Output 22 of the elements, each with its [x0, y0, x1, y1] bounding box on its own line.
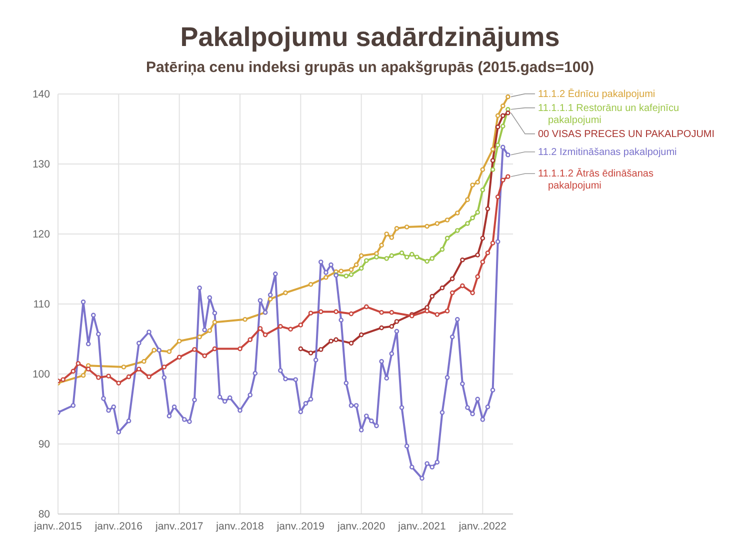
- text: 11.1.1.1 Restorānu un kafejnīcu pakalpojumi: [538, 102, 680, 126]
- text: 11.1.2 Ēdnīcu pakalpojumi: [538, 88, 656, 100]
- text: 11.2 Izmitināšanas pakalpojumi: [538, 146, 677, 158]
- x-tick-label: janv..2021: [397, 520, 446, 532]
- x-tick-label: janv..2018: [215, 520, 264, 532]
- y-tick-label: 100: [32, 368, 50, 381]
- y-tick-label: 80: [38, 508, 50, 521]
- x-tick-label: janv..2016: [94, 520, 143, 532]
- text: 11.1.1.2 Ātrās ēdināšanas pakalpojumi: [538, 168, 654, 192]
- x-tick-label: janv..2020: [336, 520, 386, 532]
- chart-subtitle: Patēriņa cenu indeksi grupās un apakšgrupās (2015.gads=100): [144, 59, 596, 76]
- x-tick-label: janv..2015: [33, 520, 82, 532]
- y-tick-label: 130: [32, 158, 50, 171]
- x-tick-label: janv..2022: [458, 520, 507, 532]
- y-tick-label: 110: [33, 298, 50, 311]
- text: 00 VISAS PRECES UN PAKALPOJUMI: [538, 128, 715, 140]
- x-tick-label: janv..2017: [154, 520, 204, 532]
- y-tick-label: 140: [32, 88, 50, 101]
- x-tick-label: janv..2019: [276, 520, 325, 532]
- chart-title: Pakalpojumu sadārdzinājums: [179, 21, 561, 53]
- y-tick-label: 90: [38, 438, 50, 451]
- y-tick-label: 120: [32, 228, 50, 241]
